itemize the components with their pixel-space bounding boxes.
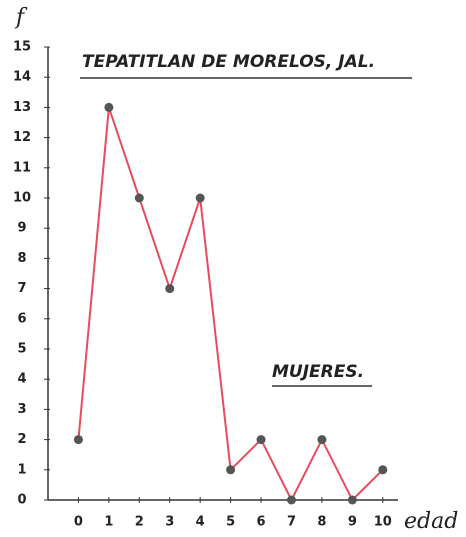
point	[226, 465, 235, 474]
point	[287, 496, 296, 505]
point	[317, 435, 326, 444]
y-tick-label: 4	[17, 372, 26, 387]
y-axis-label: f	[14, 5, 28, 30]
annotation: MUJERES.	[272, 362, 364, 382]
y-tick-label: 9	[17, 221, 26, 236]
y-tick-label: 0	[17, 493, 26, 508]
chart: f edad TEPATITLAN DE MORELOS, JAL. MUJER…	[0, 0, 466, 537]
y-tick-label: 14	[13, 70, 31, 85]
y-tick-label: 1	[17, 462, 26, 477]
x-tick-label: 3	[165, 515, 174, 530]
y-tick-label: 10	[13, 191, 31, 206]
x-tick-label: 9	[348, 515, 357, 530]
x-axis-label: edad	[404, 509, 458, 534]
y-tick-label: 2	[17, 432, 26, 447]
x-tick-label: 2	[135, 515, 144, 530]
point	[378, 465, 387, 474]
x-tick-label: 10	[374, 515, 392, 530]
point	[74, 435, 83, 444]
point	[257, 435, 266, 444]
point	[165, 284, 174, 293]
y-tick-label: 7	[17, 281, 26, 296]
x-tick-label: 7	[287, 515, 296, 530]
x-tick-label: 0	[74, 515, 83, 530]
y-tick-label: 12	[13, 130, 31, 145]
point	[104, 103, 113, 112]
point	[196, 194, 205, 203]
x-tick-label: 5	[226, 515, 235, 530]
y-tick-label: 5	[17, 342, 26, 357]
line	[78, 107, 382, 500]
chart-title: TEPATITLAN DE MORELOS, JAL.	[82, 52, 375, 72]
y-tick-label: 11	[13, 160, 31, 175]
x-tick-label: 6	[257, 515, 266, 530]
y-tick-label: 13	[13, 100, 31, 115]
point	[348, 496, 357, 505]
y-tick-label: 15	[13, 40, 31, 55]
y-tick-label: 8	[17, 251, 26, 266]
x-tick-label: 8	[317, 515, 326, 530]
x-tick-label: 4	[196, 515, 205, 530]
y-tick-label: 6	[17, 311, 26, 326]
x-tick-label: 1	[104, 515, 113, 530]
y-tick-label: 3	[17, 402, 26, 417]
point	[135, 194, 144, 203]
